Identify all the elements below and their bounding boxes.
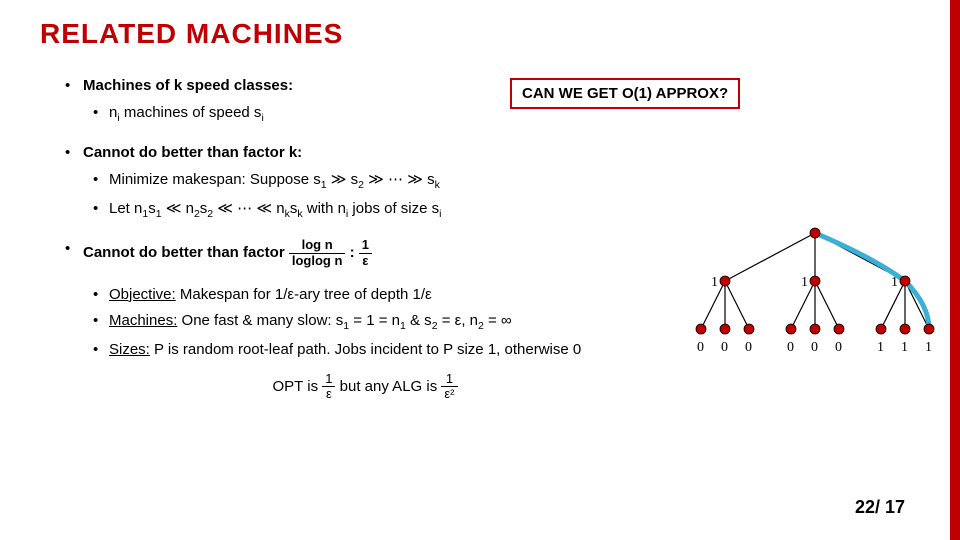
bullet-3b: • Machines: One fast & many slow: s1 = 1… xyxy=(93,310,665,335)
den: loglog n xyxy=(289,254,346,268)
slide-title: RELATED MACHINES xyxy=(40,18,343,50)
bullet-2a: • Minimize makespan: Suppose s1 ≫ s2 ≫ ⋯… xyxy=(93,169,665,194)
num: 1 xyxy=(359,238,372,253)
bullet-3a-text: Objective: Makespan for 1/ε-ary tree of … xyxy=(109,284,432,307)
txt: but any ALG is xyxy=(340,377,442,394)
bullet-2b-text: Let n1s1 ≪ n2s2 ≪ ⋯ ≪ nksk with ni jobs … xyxy=(109,198,441,223)
txt: ≪ n xyxy=(162,200,194,217)
bullet-3a: • Objective: Makespan for 1/ε-ary tree o… xyxy=(93,284,665,307)
txt: ≫ s xyxy=(327,171,359,188)
txt: & s xyxy=(406,312,432,329)
den: ε xyxy=(359,254,372,268)
svg-text:0: 0 xyxy=(811,340,818,355)
label: Machines: xyxy=(109,312,177,329)
bullet-2a-text: Minimize makespan: Suppose s1 ≫ s2 ≫ ⋯ ≫… xyxy=(109,169,440,194)
content-area: • Machines of k speed classes: • ni mach… xyxy=(65,75,665,401)
svg-text:0: 0 xyxy=(697,340,704,355)
txt: ≫ ⋯ ≫ s xyxy=(364,171,435,188)
bullet-dot: • xyxy=(65,238,83,268)
bullet-3-head: Cannot do better than factor log n loglo… xyxy=(83,238,372,268)
label: Sizes: xyxy=(109,341,150,358)
bullet-1-head: Machines of k speed classes: xyxy=(83,75,293,98)
txt: s xyxy=(148,200,156,217)
bullet-dot: • xyxy=(93,339,109,362)
txt: jobs of size s xyxy=(348,200,439,217)
bullet-dot: • xyxy=(93,169,109,194)
sub: k xyxy=(435,179,440,191)
txt: Let n xyxy=(109,200,142,217)
txt: OPT is xyxy=(273,377,323,394)
txt: P is random root-leaf path. Jobs inciden… xyxy=(150,341,581,358)
bullet-dot: • xyxy=(65,75,83,98)
fraction-logn: log n loglog n xyxy=(289,238,346,268)
svg-text:1: 1 xyxy=(801,275,808,290)
bullet-dot: • xyxy=(93,198,109,223)
bullet-1a: • ni machines of speed si xyxy=(93,102,665,127)
den: ε xyxy=(322,387,335,401)
bullet-dot: • xyxy=(93,102,109,127)
bullet-1a-text: ni machines of speed si xyxy=(109,102,264,127)
bullet-3b-text: Machines: One fast & many slow: s1 = 1 =… xyxy=(109,310,512,335)
num: 1 xyxy=(322,372,335,387)
bullet-dot: • xyxy=(93,310,109,335)
txt: : xyxy=(350,244,359,261)
bullet-2-head: Cannot do better than factor k: xyxy=(83,142,302,165)
txt: = 1 = n xyxy=(349,312,400,329)
den: ε² xyxy=(441,387,457,401)
txt: ≪ ⋯ ≪ n xyxy=(213,200,284,217)
svg-text:0: 0 xyxy=(721,340,728,355)
txt: = ∞ xyxy=(484,312,512,329)
fraction-opt: 1 ε xyxy=(322,372,335,402)
label: Objective: xyxy=(109,286,176,303)
sub: i xyxy=(439,208,441,220)
svg-text:1: 1 xyxy=(711,275,718,290)
txt: Minimize makespan: Suppose s xyxy=(109,171,321,188)
opt-alg-line: OPT is 1 ε but any ALG is 1 ε² xyxy=(65,372,665,402)
svg-text:1: 1 xyxy=(925,340,932,355)
txt: Makespan for 1/ε-ary tree of depth 1/ε xyxy=(176,286,432,303)
txt: = ε, n xyxy=(438,312,478,329)
page-number: 22/ 17 xyxy=(855,497,905,518)
sub: i xyxy=(261,112,263,124)
svg-text:0: 0 xyxy=(835,340,842,355)
txt: One fast & many slow: s xyxy=(177,312,343,329)
bullet-3c-text: Sizes: P is random root-leaf path. Jobs … xyxy=(109,339,581,362)
svg-text:0: 0 xyxy=(745,340,752,355)
svg-text:1: 1 xyxy=(877,340,884,355)
bullet-2: • Cannot do better than factor k: xyxy=(65,142,665,165)
bullet-dot: • xyxy=(93,284,109,307)
bullet-3c: • Sizes: P is random root-leaf path. Job… xyxy=(93,339,665,362)
bullet-2b: • Let n1s1 ≪ n2s2 ≪ ⋯ ≪ nksk with ni job… xyxy=(93,198,665,223)
fraction-alg: 1 ε² xyxy=(441,372,457,402)
bullet-3: • Cannot do better than factor log n log… xyxy=(65,238,665,268)
txt: with n xyxy=(303,200,346,217)
txt: Cannot do better than factor xyxy=(83,244,289,261)
bullet-dot: • xyxy=(65,142,83,165)
accent-bar xyxy=(950,0,960,540)
tree-diagram: 1 1 1 0 0 0 0 0 0 1 1 1 xyxy=(685,225,945,385)
num: log n xyxy=(289,238,346,253)
fraction-1eps: 1 ε xyxy=(359,238,372,268)
svg-text:0: 0 xyxy=(787,340,794,355)
txt: machines of speed s xyxy=(120,104,262,121)
svg-text:1: 1 xyxy=(891,275,898,290)
num: 1 xyxy=(441,372,457,387)
bullet-1: • Machines of k speed classes: xyxy=(65,75,665,98)
svg-text:1: 1 xyxy=(901,340,908,355)
